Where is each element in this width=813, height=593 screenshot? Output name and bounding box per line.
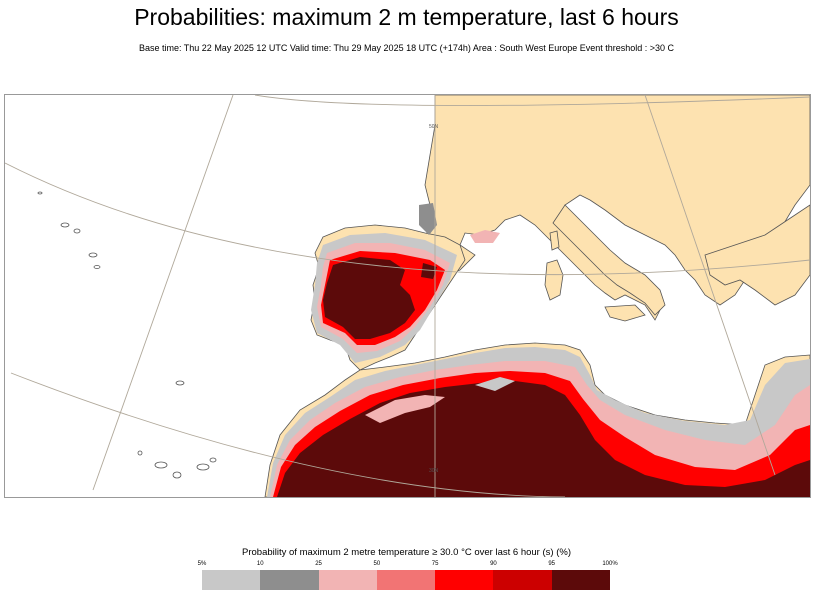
prob-provence (470, 230, 500, 243)
prob-iberia-dark (323, 257, 415, 339)
legend-tick: 75 (431, 561, 439, 567)
legend-tick: 100% (602, 561, 618, 567)
legend-tick: 90 (490, 561, 497, 567)
legend-tick: 5% (197, 561, 207, 567)
graticule (5, 95, 810, 497)
legend-colorbar (202, 570, 610, 590)
legend-swatch (435, 570, 494, 590)
land-greece (704, 204, 810, 306)
land-sicily (604, 304, 646, 322)
legend-tick: 10 (256, 561, 264, 567)
land-corsica (549, 230, 560, 251)
grid-label-30n: 30N (429, 468, 439, 474)
legend-title: Probability of maximum 2 metre temperatu… (242, 547, 571, 558)
legend-swatch (376, 570, 436, 590)
legend-swatch (493, 570, 552, 590)
map-panel[interactable]: 50N 30N (4, 94, 811, 498)
map-title: Probabilities: maximum 2 m temperature, … (134, 4, 679, 30)
map-subtitle: Base time: Thu 22 May 2025 12 UTC Valid … (138, 43, 675, 53)
legend-tick: 50 (373, 561, 381, 567)
legend-swatch (202, 570, 261, 590)
prob-atlas-pink (365, 395, 445, 423)
map-canvas: 50N 30N (5, 95, 810, 497)
prob-atlas-grey (475, 377, 515, 391)
prob-france-grey (419, 203, 437, 235)
legend-tick: 25 (315, 561, 322, 567)
legend-swatch (318, 570, 377, 590)
land-italy (552, 204, 666, 316)
legend-tick: 95 (548, 561, 556, 567)
prob-iberia-dark2 (421, 263, 437, 279)
legend-ticks: 5% 10 25 50 75 90 95 100% (198, 561, 618, 571)
atlantic-islands (37, 191, 217, 479)
land-sardinia (544, 259, 564, 301)
legend-swatch (260, 570, 319, 590)
legend-swatch (551, 570, 610, 590)
grid-label-50n: 50N (429, 124, 439, 130)
